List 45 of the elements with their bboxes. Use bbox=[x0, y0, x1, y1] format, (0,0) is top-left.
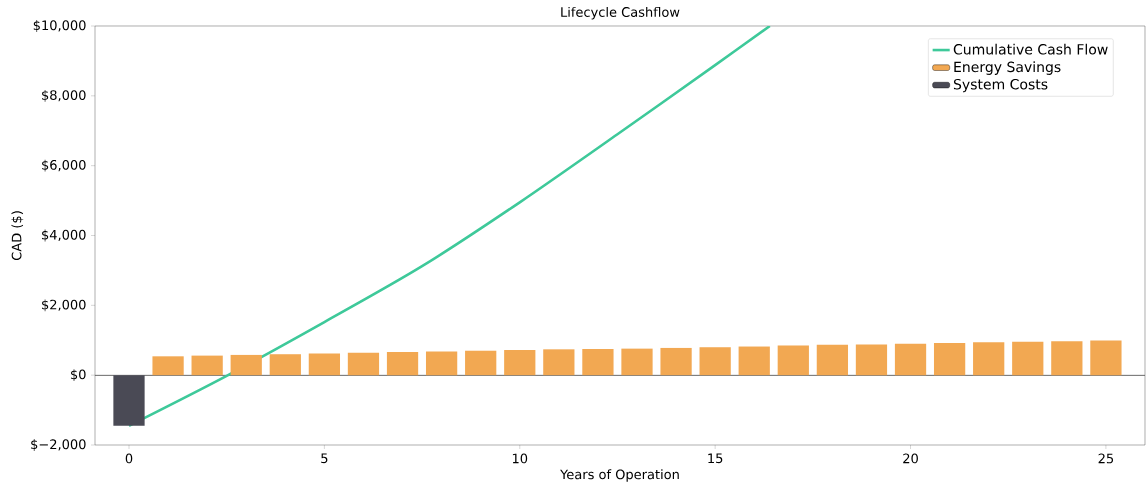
y-tick-label: $8,000 bbox=[42, 89, 86, 102]
bar bbox=[347, 352, 380, 376]
bar bbox=[152, 356, 184, 376]
bar bbox=[699, 347, 731, 376]
legend-label: Cumulative Cash Flow bbox=[953, 43, 1108, 55]
bar bbox=[386, 352, 419, 376]
y-tick-label: $−2,000 bbox=[31, 439, 86, 451]
legend-label: Energy Savings bbox=[954, 61, 1061, 75]
bar bbox=[425, 351, 458, 376]
line-series bbox=[127, 26, 772, 428]
x-axis-title: Years of Operation bbox=[560, 469, 679, 482]
bar bbox=[308, 353, 341, 376]
x-tick-label: 15 bbox=[708, 453, 723, 464]
bar bbox=[269, 354, 301, 376]
bar bbox=[973, 342, 1005, 376]
bar bbox=[465, 350, 497, 376]
bar bbox=[933, 343, 966, 376]
y-tick-label: $10,000 bbox=[33, 20, 86, 32]
bar bbox=[855, 344, 888, 376]
y-tick-label: $6,000 bbox=[42, 159, 86, 172]
bar bbox=[191, 355, 223, 376]
bar bbox=[660, 347, 692, 376]
legend-label: System Costs bbox=[953, 78, 1048, 93]
bar bbox=[504, 350, 536, 376]
x-tick-label: 0 bbox=[125, 453, 133, 464]
x-tick-label: 5 bbox=[321, 453, 328, 464]
bar bbox=[1012, 341, 1044, 376]
y-tick-label: $0 bbox=[71, 369, 86, 382]
x-tick-label: 10 bbox=[512, 453, 528, 464]
bar bbox=[582, 348, 614, 376]
bar bbox=[230, 354, 262, 376]
bar bbox=[894, 343, 927, 376]
y-tick-label: $4,000 bbox=[42, 229, 86, 242]
bar bbox=[738, 346, 770, 376]
bar bbox=[1090, 340, 1122, 376]
bar bbox=[1051, 341, 1083, 376]
chart-title: Lifecycle Cashflow bbox=[561, 6, 680, 20]
x-tick-label: 25 bbox=[1098, 453, 1114, 464]
x-tick-label: 20 bbox=[903, 453, 918, 464]
bar bbox=[777, 345, 809, 376]
y-axis-title: CAD ($) bbox=[11, 211, 24, 261]
y-tick-label: $2,000 bbox=[42, 299, 86, 312]
bar bbox=[621, 348, 653, 376]
bar bbox=[543, 349, 575, 376]
bar bbox=[816, 344, 849, 376]
